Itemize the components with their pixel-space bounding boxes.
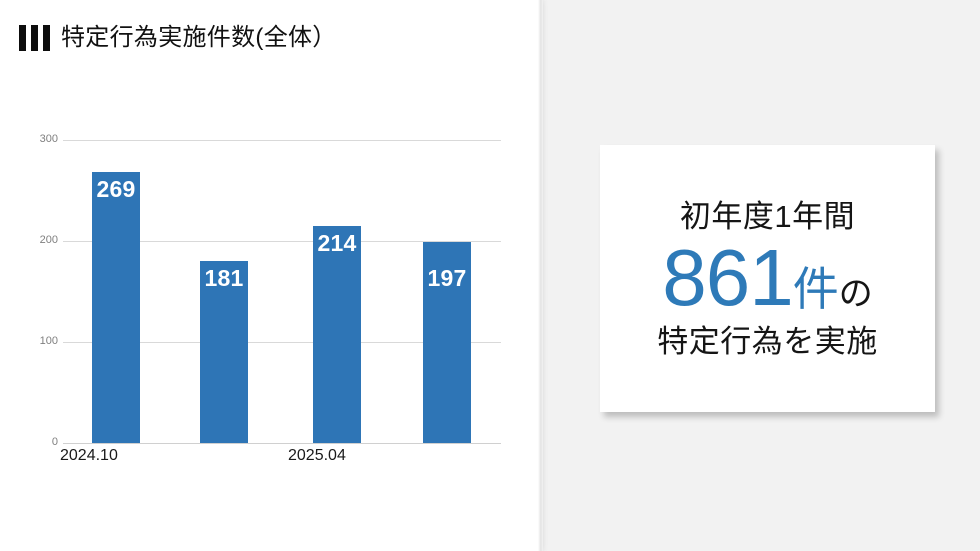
summary-stat-card: 初年度1年間 861 件 の 特定行為を実施 xyxy=(600,145,935,412)
page-title: 特定行為実施件数(全体） xyxy=(19,21,337,55)
bar-value-2: 181 xyxy=(204,265,244,291)
chart-panel: 特定行為実施件数(全体） 300 200 100 0 269 181 214 1… xyxy=(19,21,501,464)
stat-card-number: 861 xyxy=(662,232,793,322)
gridline-100 xyxy=(63,342,501,343)
bar-value-4: 197 xyxy=(427,265,467,291)
y-axis-tick-100: 100 xyxy=(39,335,58,347)
bar-3[interactable] xyxy=(313,226,361,443)
gridline-0 xyxy=(63,443,501,444)
x-axis-tick-2024-10: 2024.10 xyxy=(60,447,118,464)
page-title-text: 特定行為実施件数(全体） xyxy=(61,24,337,51)
bar-value-3: 214 xyxy=(317,230,357,256)
stat-card-heading: 初年度1年間 xyxy=(679,198,856,234)
y-axis-tick-300: 300 xyxy=(39,133,58,145)
gridline-300 xyxy=(63,140,501,141)
stat-card-footer: 特定行為を実施 xyxy=(657,323,878,359)
stat-card-value-row: 861 件 の xyxy=(662,232,873,322)
gridline-200 xyxy=(63,241,501,242)
bar-1[interactable] xyxy=(92,172,140,443)
bar-chart: 300 200 100 0 269 181 214 197 2024.10 20… xyxy=(39,133,501,464)
x-axis-tick-2025-04: 2025.04 xyxy=(288,447,346,464)
bar-value-1: 269 xyxy=(96,176,136,202)
bar-2[interactable] xyxy=(200,261,248,443)
panel-divider xyxy=(538,0,543,551)
y-axis-tick-200: 200 xyxy=(39,234,58,246)
stat-card-unit: 件 xyxy=(792,262,839,315)
stat-card-particle: の xyxy=(838,274,873,313)
bar-4[interactable] xyxy=(423,242,471,443)
y-axis-tick-0: 0 xyxy=(51,436,58,448)
three-bars-icon xyxy=(19,25,50,51)
